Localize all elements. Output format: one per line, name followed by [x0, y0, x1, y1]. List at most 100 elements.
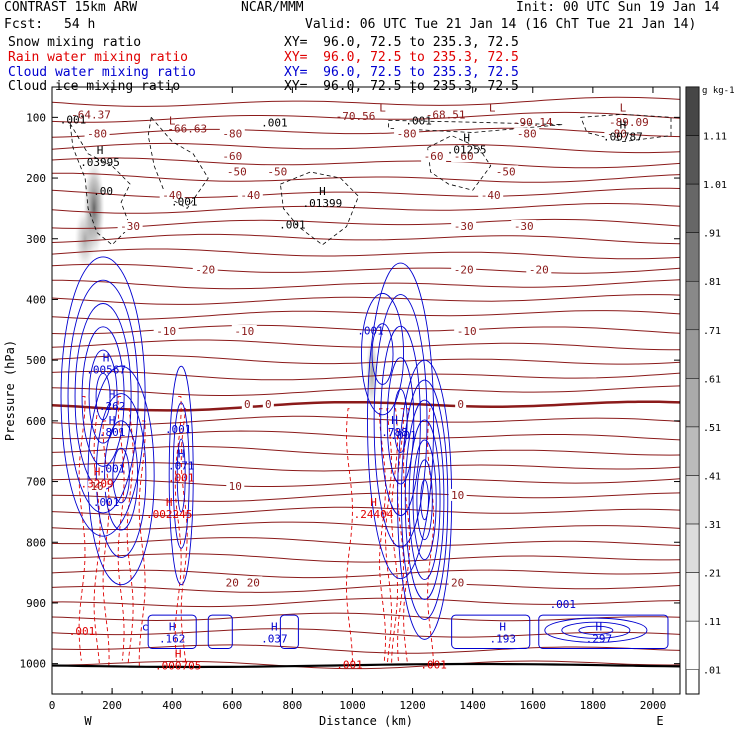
field-xy-cloud-water: XY= 96.0, 72.5 to 235.3, 72.5: [284, 65, 519, 80]
colorbar-label-9: .21: [703, 569, 721, 580]
cloud-west-thin-0: [168, 365, 194, 586]
value-label-14: .001: [420, 659, 447, 672]
cloud-west-low-3: [112, 447, 130, 504]
x-tick-label-10: 2000: [640, 699, 667, 712]
rain-contour-7: [180, 408, 188, 664]
temp-label-35: 20: [226, 576, 239, 589]
temp-label-2: -70.56: [336, 110, 376, 123]
isotherm-line: [52, 370, 680, 381]
value-label-13: .001: [336, 659, 363, 672]
extrema-letter-8: H: [103, 351, 110, 364]
isotherm-line: [52, 478, 680, 487]
x-tick-label-6: 1200: [399, 699, 426, 712]
temp-label-bg-19: [478, 189, 504, 202]
temp-label-bg-21: [451, 220, 477, 233]
extrema-letter-16: H: [169, 620, 176, 633]
temp-label-bg-26: [153, 325, 179, 338]
isotherm-line: [52, 339, 680, 351]
value-label-6: .001: [357, 325, 384, 338]
low-box-5: [538, 614, 669, 649]
temp-label-24: -20: [454, 264, 474, 277]
temp-label-21: -30: [454, 220, 474, 233]
extrema-letter-0: H: [97, 144, 104, 157]
isotherm-line: [52, 492, 680, 502]
value-label-15: .001: [550, 598, 577, 611]
colorbar-unit: g kg-1: [702, 86, 735, 96]
cloud-west-low-1: [95, 393, 147, 558]
extrema-letter-12: H: [94, 465, 101, 478]
extrema-letter-10: H: [109, 414, 116, 427]
value-label-11: .001: [390, 429, 417, 442]
colorbar-label-5: .61: [703, 374, 721, 385]
temp-label-bg-15: [264, 165, 290, 178]
isotherm-line: [52, 430, 680, 441]
value-label-9: .001: [93, 496, 120, 509]
isotherm-line: [52, 202, 680, 214]
rain-contour-10: [385, 408, 392, 664]
x-tick-label-4: 800: [282, 699, 302, 712]
extrema-letter-13: H: [166, 496, 173, 509]
ice-contour-4: [580, 113, 672, 143]
rain-contour-9: [379, 408, 386, 664]
value-label-4: .001: [279, 218, 306, 231]
temp-label-1: -66.63: [167, 122, 207, 135]
isotherm-line: [52, 446, 680, 456]
x-tick-label-0: 0: [49, 699, 56, 712]
temp-label-14: -50: [227, 165, 247, 178]
value-label-10: .001: [99, 462, 126, 475]
extrema-letter-14: H: [391, 414, 398, 427]
temp-label-bg-24: [451, 263, 477, 276]
extrema-letter-2: L: [379, 101, 386, 114]
temp-label-13: -60: [454, 150, 474, 163]
snow-shade-1: [74, 208, 96, 270]
extrema-value-7: .01399: [303, 197, 343, 210]
extrema-value-8: .00567: [86, 363, 126, 376]
temp-label-bg-8: [394, 127, 420, 140]
rain-contour-4: [126, 408, 134, 664]
temp-label-bg-28: [454, 325, 480, 338]
rain-contour-2: [102, 420, 110, 667]
extrema-letter-7: H: [319, 185, 326, 198]
value-label-3: .001: [405, 115, 432, 128]
isotherm-line: [52, 310, 680, 320]
extrema-value-18: .000705: [155, 660, 201, 673]
temp-label-bg-36: [244, 576, 263, 589]
cloud-east-low-ring-0: [544, 617, 648, 643]
temp-label-bg-32: [88, 479, 107, 492]
extrema-letter-1: L: [169, 115, 176, 128]
east-label: E: [656, 714, 663, 728]
extrema-letter-6: H: [620, 118, 627, 131]
isotherm-line: [52, 506, 680, 517]
cloud-west-col-4: [88, 349, 118, 444]
colorbar-swatch-7: [685, 426, 700, 476]
y-tick-label-8: 900: [26, 597, 46, 610]
temp-label-bg-13: [451, 150, 477, 163]
cloud-east-low-6: [420, 479, 429, 521]
y-tick-label-5: 600: [26, 415, 46, 428]
cloud-west-thin-2: [176, 438, 186, 513]
extrema-letter-9: H: [109, 388, 116, 401]
colorbar-label-4: .71: [703, 326, 721, 337]
isotherm-line: [52, 385, 680, 396]
temp-label-26: -10: [156, 325, 176, 338]
isotherm-line: [52, 521, 680, 530]
colorbar-swatch-6: [685, 378, 700, 428]
colorbar-label-7: .41: [703, 471, 721, 482]
temp-label-bg-27: [231, 325, 257, 338]
temp-label-15: -50: [267, 165, 287, 178]
temp-label-25: -20: [529, 264, 549, 277]
temp-label-20: -30: [120, 220, 140, 233]
cloud-east-low-4: [412, 439, 437, 561]
cloud-east-low-1: [400, 379, 449, 620]
isotherm-line: [52, 218, 680, 229]
temp-label-bg-17: [159, 189, 185, 202]
extrema-letter-19: H: [499, 620, 506, 633]
cloud-east-low-ring-2: [578, 625, 614, 635]
temp-label-bg-6: [84, 127, 110, 140]
isotherm-line: [52, 569, 680, 579]
value-label-1: .001: [171, 195, 198, 208]
y-tick-label-0: 100: [26, 111, 46, 124]
temp-label-22: -30: [514, 220, 534, 233]
cloud-east-col-3: [386, 357, 415, 485]
